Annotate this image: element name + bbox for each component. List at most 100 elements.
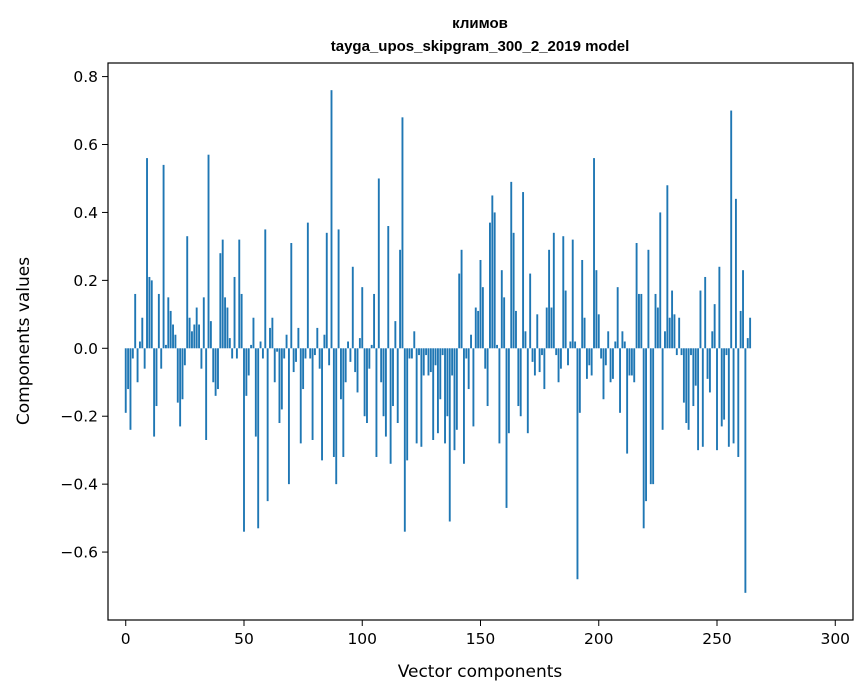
bar-108 xyxy=(380,348,383,383)
bar-0 xyxy=(124,348,127,413)
bar-119 xyxy=(406,348,409,461)
bar-15 xyxy=(160,348,163,369)
x-tick-label: 250 xyxy=(702,630,732,648)
bar-216 xyxy=(635,243,638,349)
bar-124 xyxy=(418,348,420,356)
bar-56 xyxy=(257,348,260,529)
bar-200 xyxy=(597,314,600,349)
bar-135 xyxy=(444,348,446,444)
bar-167 xyxy=(519,348,522,417)
bar-34 xyxy=(205,348,208,440)
bar-70 xyxy=(290,243,293,349)
bar-47 xyxy=(235,348,238,359)
bar-218 xyxy=(640,293,643,349)
bar-21 xyxy=(174,334,177,349)
bar-234 xyxy=(678,317,681,349)
bar-236 xyxy=(682,348,685,403)
bar-11 xyxy=(150,280,153,349)
bar-5 xyxy=(136,348,139,383)
bar-113 xyxy=(392,348,394,407)
bar-22 xyxy=(176,348,179,403)
bar-178 xyxy=(545,307,548,349)
bar-222 xyxy=(649,348,652,485)
bar-190 xyxy=(574,341,577,349)
bar-18 xyxy=(167,297,170,349)
bar-131 xyxy=(434,348,437,366)
bar-194 xyxy=(583,317,586,349)
bar-12 xyxy=(153,348,156,437)
bar-129 xyxy=(429,348,432,373)
bar-262 xyxy=(744,348,747,593)
y-tick-label: 0.0 xyxy=(73,340,98,358)
bar-42 xyxy=(224,297,227,349)
bar-206 xyxy=(612,348,614,379)
bar-202 xyxy=(602,348,605,400)
bar-6 xyxy=(138,341,141,349)
bar-137 xyxy=(448,348,451,522)
bar-63 xyxy=(273,348,276,383)
bar-183 xyxy=(557,348,560,383)
bar-260 xyxy=(739,310,742,349)
bar-69 xyxy=(287,348,290,485)
bar-256 xyxy=(730,110,733,349)
bar-249 xyxy=(713,304,716,349)
bar-75 xyxy=(302,348,305,390)
bar-148 xyxy=(474,307,477,349)
bar-161 xyxy=(505,348,508,508)
bar-30 xyxy=(195,307,198,349)
bar-193 xyxy=(581,259,584,349)
bar-62 xyxy=(271,317,274,349)
bar-14 xyxy=(157,293,160,349)
bar-247 xyxy=(708,348,711,393)
bar-191 xyxy=(576,348,579,580)
bar-227 xyxy=(661,348,664,430)
bar-196 xyxy=(588,348,591,366)
bar-121 xyxy=(410,348,413,359)
y-tick-label: 0.6 xyxy=(73,136,98,154)
bar-65 xyxy=(278,348,281,424)
bar-212 xyxy=(626,348,629,454)
bar-2 xyxy=(129,348,132,430)
bar-92 xyxy=(342,348,345,457)
bar-242 xyxy=(697,348,700,451)
bar-185 xyxy=(562,236,565,349)
bar-220 xyxy=(645,348,647,502)
bar-77 xyxy=(306,222,309,349)
bar-159 xyxy=(500,270,503,349)
bar-136 xyxy=(446,348,449,417)
plot-frame xyxy=(107,62,854,621)
bar-151 xyxy=(481,287,484,349)
bar-213 xyxy=(628,348,631,376)
bar-28 xyxy=(191,331,193,349)
bar-253 xyxy=(723,348,726,420)
bar-45 xyxy=(231,348,234,359)
bar-93 xyxy=(344,348,347,383)
bar-55 xyxy=(254,348,257,437)
bar-172 xyxy=(531,348,534,362)
bar-57 xyxy=(259,341,262,349)
bar-175 xyxy=(538,348,541,373)
bar-181 xyxy=(552,232,555,349)
x-axis-ticks: 0 50 100 150 200 250 300 xyxy=(121,620,850,648)
bar-79 xyxy=(311,348,314,440)
bar-84 xyxy=(323,334,326,349)
bar-87 xyxy=(330,90,333,349)
bar-224 xyxy=(654,293,657,349)
bar-225 xyxy=(656,307,659,349)
bar-85 xyxy=(325,232,328,349)
bar-128 xyxy=(427,348,430,376)
bar-147 xyxy=(472,348,475,427)
bar-60 xyxy=(266,348,269,502)
bar-162 xyxy=(507,348,510,434)
bar-239 xyxy=(690,348,692,356)
bar-33 xyxy=(202,297,205,349)
bar-122 xyxy=(413,331,416,349)
bar-179 xyxy=(548,249,551,349)
bar-23 xyxy=(179,348,182,427)
bar-50 xyxy=(243,348,245,532)
bar-250 xyxy=(716,348,718,451)
bar-54 xyxy=(252,317,255,349)
y-tick-label: −0.4 xyxy=(60,476,98,494)
